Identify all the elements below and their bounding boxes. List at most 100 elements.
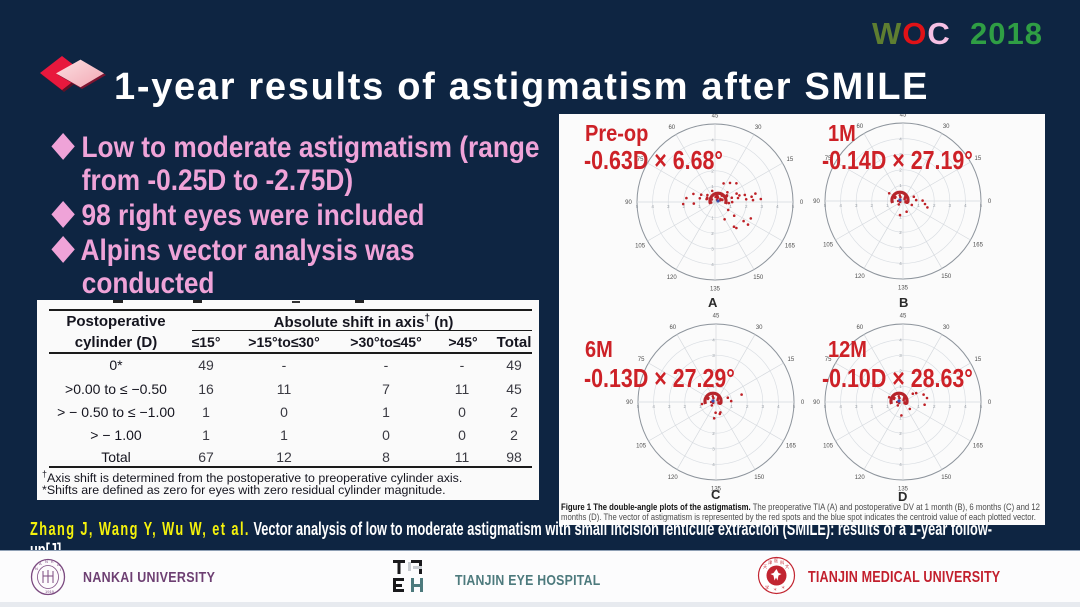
svg-text:90: 90 bbox=[625, 200, 632, 206]
svg-text:135: 135 bbox=[710, 287, 721, 293]
svg-text:2: 2 bbox=[899, 431, 902, 436]
svg-text:75: 75 bbox=[825, 156, 832, 162]
svg-text:4: 4 bbox=[652, 404, 655, 409]
svg-text:105: 105 bbox=[823, 242, 834, 248]
svg-text:135: 135 bbox=[898, 286, 909, 292]
svg-text:2: 2 bbox=[712, 431, 715, 436]
svg-text:5: 5 bbox=[637, 404, 640, 409]
svg-text:3: 3 bbox=[899, 447, 902, 452]
svg-text:2: 2 bbox=[933, 404, 936, 409]
svg-text:1: 1 bbox=[917, 404, 920, 409]
svg-text:45: 45 bbox=[713, 314, 720, 320]
svg-text:3: 3 bbox=[949, 404, 952, 409]
svg-text:150: 150 bbox=[941, 274, 952, 280]
svg-text:1919: 1919 bbox=[45, 589, 55, 594]
svg-text:30: 30 bbox=[756, 325, 763, 331]
svg-text:1: 1 bbox=[899, 183, 902, 188]
svg-text:学: 学 bbox=[765, 584, 769, 590]
svg-text:K: K bbox=[51, 559, 54, 564]
svg-text:1: 1 bbox=[917, 203, 920, 208]
svg-text:A: A bbox=[57, 562, 60, 567]
svg-text:60: 60 bbox=[856, 325, 863, 331]
svg-text:120: 120 bbox=[855, 274, 866, 280]
svg-text:75: 75 bbox=[825, 357, 832, 363]
svg-text:60: 60 bbox=[856, 124, 863, 130]
svg-text:3: 3 bbox=[711, 153, 714, 158]
svg-text:150: 150 bbox=[941, 475, 952, 481]
svg-text:2: 2 bbox=[683, 204, 686, 209]
svg-text:75: 75 bbox=[637, 157, 644, 163]
svg-text:1: 1 bbox=[730, 404, 733, 409]
svg-text:2: 2 bbox=[684, 404, 687, 409]
svg-text:A: A bbox=[39, 561, 42, 566]
svg-text:3: 3 bbox=[711, 247, 714, 252]
svg-text:2: 2 bbox=[871, 203, 874, 208]
svg-text:45: 45 bbox=[900, 314, 907, 320]
svg-text:5: 5 bbox=[793, 404, 796, 409]
svg-text:3: 3 bbox=[949, 203, 952, 208]
svg-text:1: 1 bbox=[698, 204, 701, 209]
svg-text:4: 4 bbox=[776, 204, 779, 209]
svg-text:60: 60 bbox=[669, 325, 676, 331]
svg-text:30: 30 bbox=[943, 124, 950, 130]
svg-text:3: 3 bbox=[899, 353, 902, 358]
svg-text:3: 3 bbox=[899, 246, 902, 251]
svg-text:120: 120 bbox=[667, 275, 678, 281]
svg-text:4: 4 bbox=[651, 204, 654, 209]
svg-text:90: 90 bbox=[626, 400, 633, 406]
svg-text:4: 4 bbox=[839, 203, 842, 208]
svg-text:105: 105 bbox=[636, 443, 647, 449]
svg-text:N: N bbox=[45, 559, 48, 564]
svg-text:4: 4 bbox=[712, 337, 715, 342]
svg-text:3: 3 bbox=[712, 447, 715, 452]
svg-text:90: 90 bbox=[813, 400, 820, 406]
svg-text:大: 大 bbox=[785, 563, 789, 570]
svg-text:1: 1 bbox=[711, 215, 714, 220]
svg-text:135: 135 bbox=[711, 487, 722, 493]
svg-text:津: 津 bbox=[768, 559, 772, 566]
svg-text:1: 1 bbox=[899, 415, 902, 420]
svg-text:1: 1 bbox=[899, 214, 902, 219]
svg-text:＊: ＊ bbox=[773, 587, 777, 592]
svg-text:135: 135 bbox=[898, 487, 909, 493]
svg-text:120: 120 bbox=[855, 475, 866, 481]
svg-text:天: 天 bbox=[763, 564, 768, 570]
svg-text:3: 3 bbox=[899, 152, 902, 157]
svg-text:2: 2 bbox=[745, 204, 748, 209]
svg-text:4: 4 bbox=[711, 262, 714, 267]
svg-text:4: 4 bbox=[839, 404, 842, 409]
svg-text:2: 2 bbox=[711, 169, 714, 174]
svg-text:30: 30 bbox=[943, 325, 950, 331]
svg-text:4: 4 bbox=[712, 462, 715, 467]
svg-text:1: 1 bbox=[712, 384, 715, 389]
svg-text:3: 3 bbox=[855, 203, 858, 208]
svg-text:4: 4 bbox=[899, 462, 902, 467]
svg-text:科: 科 bbox=[780, 559, 785, 566]
svg-text:45: 45 bbox=[900, 114, 907, 119]
svg-text:4: 4 bbox=[899, 337, 902, 342]
svg-text:4: 4 bbox=[964, 203, 967, 208]
svg-text:1: 1 bbox=[699, 404, 702, 409]
svg-text:1: 1 bbox=[886, 203, 889, 208]
svg-text:1: 1 bbox=[729, 204, 732, 209]
svg-text:0: 0 bbox=[988, 199, 992, 205]
svg-text:＊: ＊ bbox=[781, 585, 785, 590]
svg-text:4: 4 bbox=[899, 136, 902, 141]
svg-text:4: 4 bbox=[711, 137, 714, 142]
svg-text:5: 5 bbox=[792, 204, 795, 209]
svg-text:医: 医 bbox=[774, 558, 778, 563]
svg-text:105: 105 bbox=[823, 443, 834, 449]
svg-text:1: 1 bbox=[899, 384, 902, 389]
svg-text:165: 165 bbox=[786, 443, 797, 449]
svg-text:45: 45 bbox=[712, 114, 719, 120]
svg-text:4: 4 bbox=[964, 404, 967, 409]
svg-text:165: 165 bbox=[785, 243, 796, 249]
svg-text:105: 105 bbox=[635, 243, 646, 249]
svg-text:2: 2 bbox=[746, 404, 749, 409]
svg-text:165: 165 bbox=[973, 242, 984, 248]
svg-text:15: 15 bbox=[975, 357, 982, 363]
svg-text:0: 0 bbox=[800, 200, 804, 206]
svg-text:165: 165 bbox=[973, 443, 984, 449]
svg-text:15: 15 bbox=[975, 156, 982, 162]
svg-text:3: 3 bbox=[712, 353, 715, 358]
